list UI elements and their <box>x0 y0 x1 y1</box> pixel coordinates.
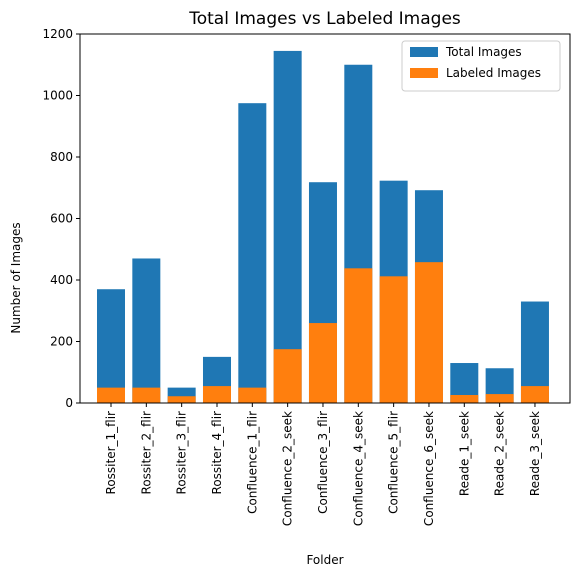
bar <box>238 387 267 403</box>
x-tick-label: Rossiter_3_flir <box>175 411 189 495</box>
x-tick-label: Reade_3_seek <box>528 411 542 496</box>
y-tick-label: 400 <box>50 273 73 287</box>
x-tick-label: Rossiter_1_flir <box>104 411 118 495</box>
bar <box>167 396 196 403</box>
legend-swatch <box>410 47 438 57</box>
bar <box>344 268 373 403</box>
bar <box>414 262 443 403</box>
x-tick-label: Confluence_3_flir <box>316 411 330 514</box>
y-tick-label: 1200 <box>42 27 73 41</box>
y-tick-label: 600 <box>50 212 73 226</box>
x-tick-label: Reade_2_seek <box>493 411 507 496</box>
x-tick-label: Confluence_6_seek <box>422 411 436 526</box>
x-tick-label: Confluence_2_seek <box>281 411 295 526</box>
y-tick-label: 200 <box>50 335 73 349</box>
y-tick-label: 1000 <box>42 89 73 103</box>
bar <box>238 103 267 403</box>
x-tick-label: Confluence_1_flir <box>245 411 259 514</box>
x-tick-label: Rossiter_4_flir <box>210 411 224 495</box>
x-axis-label: Folder <box>306 553 343 567</box>
legend-box <box>401 40 561 92</box>
y-axis-label: Number of Images <box>9 222 23 333</box>
x-tick-label: Confluence_5_flir <box>387 411 401 514</box>
bar <box>132 387 161 403</box>
bar <box>273 50 302 403</box>
bar <box>202 386 231 403</box>
bar <box>308 323 337 403</box>
x-tick-label: Rossiter_2_flir <box>139 411 153 495</box>
bar <box>450 395 479 403</box>
legend-label: Total Images <box>445 45 522 59</box>
bar <box>379 276 408 403</box>
legend-label: Labeled Images <box>446 66 541 80</box>
y-tick-label: 800 <box>50 150 73 164</box>
x-tick-label: Confluence_4_seek <box>351 411 365 526</box>
chart-title: Total Images vs Labeled Images <box>188 9 461 29</box>
bar <box>485 394 514 403</box>
bar <box>273 349 302 403</box>
y-tick-label: 0 <box>65 396 73 410</box>
bar <box>520 386 549 403</box>
bar <box>97 289 125 403</box>
bar <box>132 258 161 403</box>
legend-swatch <box>410 68 438 78</box>
x-tick-label: Reade_1_seek <box>457 411 471 496</box>
bar <box>97 387 125 403</box>
